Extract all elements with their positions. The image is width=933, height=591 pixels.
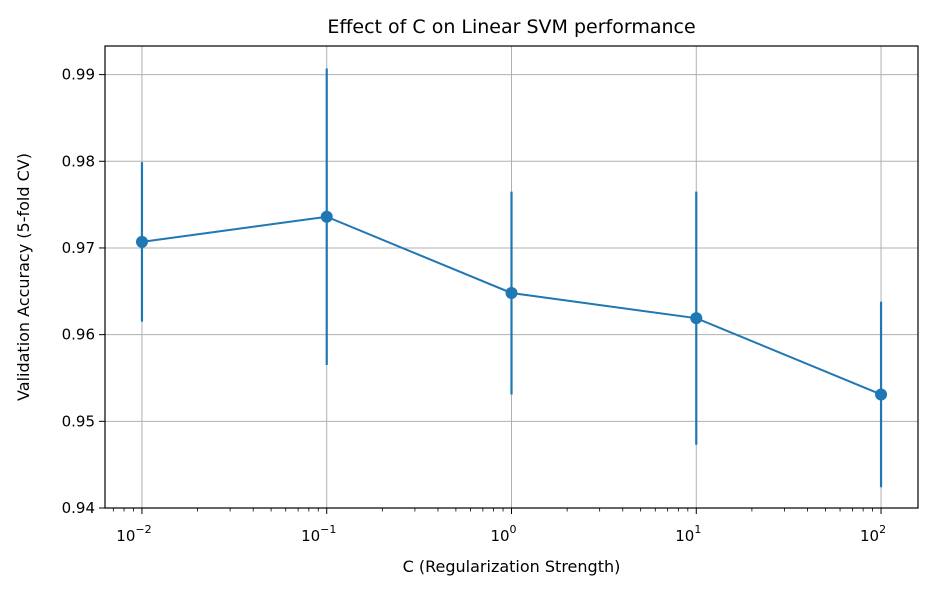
x-axis-label: C (Regularization Strength) bbox=[403, 557, 621, 576]
chart-title: Effect of C on Linear SVM performance bbox=[327, 16, 695, 38]
x-tick-label-exponent: −1 bbox=[320, 523, 336, 536]
y-axis-ticks: 0.94 0.95 0.96 0.97 0.98 0.99 bbox=[62, 66, 105, 517]
x-tick-label-exponent: 2 bbox=[879, 523, 886, 536]
data-point bbox=[135, 235, 148, 248]
x-tick-label: 100 bbox=[490, 523, 516, 545]
y-tick-label: 0.98 bbox=[62, 152, 95, 170]
data-points bbox=[135, 210, 888, 401]
x-tick-label: 10−2 bbox=[116, 523, 151, 545]
y-tick-label: 0.97 bbox=[62, 239, 95, 257]
y-tick-label: 0.96 bbox=[62, 326, 95, 344]
x-tick-label-exponent: −2 bbox=[135, 523, 151, 536]
x-axis-ticks: 10−2 10−1 100 101 102 bbox=[116, 508, 886, 545]
x-tick-label-base: 10 bbox=[301, 527, 320, 545]
plot-frame bbox=[104, 45, 919, 509]
x-tick-label-exponent: 1 bbox=[694, 523, 701, 536]
x-tick-label-exponent: 0 bbox=[510, 523, 517, 536]
data-point bbox=[690, 312, 703, 325]
x-tick-label: 102 bbox=[860, 523, 886, 545]
x-tick-label: 10−1 bbox=[301, 523, 336, 545]
y-tick-label: 0.99 bbox=[62, 66, 95, 84]
x-tick-label-base: 10 bbox=[675, 527, 694, 545]
y-tick-label: 0.94 bbox=[62, 499, 95, 517]
x-tick-label: 101 bbox=[675, 523, 701, 545]
x-tick-label-base: 10 bbox=[116, 527, 135, 545]
data-point bbox=[875, 388, 888, 401]
x-tick-label-base: 10 bbox=[860, 527, 879, 545]
y-tick-label: 0.95 bbox=[62, 412, 95, 430]
data-point bbox=[505, 287, 518, 300]
y-axis-label: Validation Accuracy (5-fold CV) bbox=[14, 153, 33, 401]
x-tick-label-base: 10 bbox=[490, 527, 509, 545]
data-point bbox=[320, 210, 333, 223]
